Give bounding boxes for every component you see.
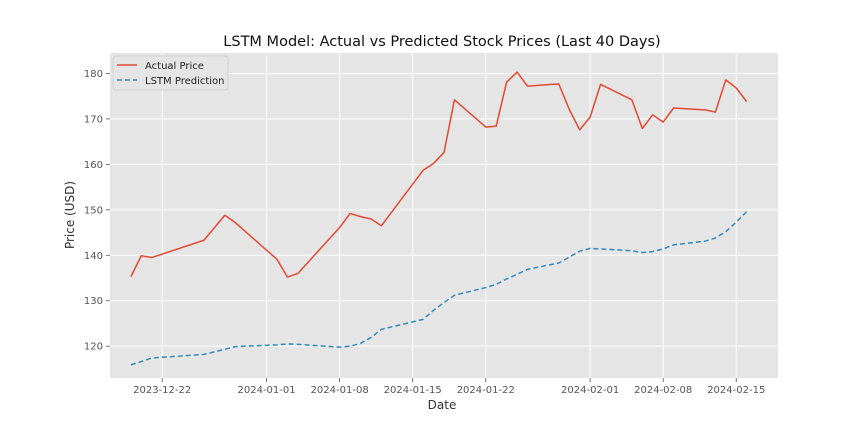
y-tick-label: 160	[84, 160, 103, 171]
x-tick-label: 2024-02-15	[707, 385, 765, 396]
y-tick-label: 170	[84, 114, 103, 125]
y-tick-label: 180	[84, 69, 103, 80]
x-tick-label: 2024-01-22	[457, 385, 515, 396]
plot-area	[110, 53, 778, 378]
legend-box	[112, 55, 229, 91]
x-tick-label: 2024-01-08	[311, 385, 369, 396]
x-tick-label: 2024-02-01	[561, 385, 619, 396]
y-axis: 120 130 140 150 160 170 180	[84, 69, 110, 353]
x-tick-label: 2023-12-22	[133, 385, 191, 396]
x-tick-label: 2024-02-08	[634, 385, 692, 396]
series-layer	[130, 71, 748, 366]
series-line-actual-price	[130, 71, 748, 278]
legend: Actual Price LSTM Prediction	[112, 55, 229, 91]
grid-lines	[110, 53, 778, 378]
y-tick-label: 150	[84, 205, 103, 216]
legend-label-prediction: LSTM Prediction	[145, 76, 225, 87]
y-tick-label: 140	[84, 251, 103, 262]
x-tick-label: 2024-01-01	[238, 385, 296, 396]
x-tick-label: 2024-01-15	[384, 385, 442, 396]
series-line-lstm-prediction	[130, 211, 748, 366]
legend-label-actual: Actual Price	[145, 61, 204, 72]
chart-title: LSTM Model: Actual vs Predicted Stock Pr…	[223, 34, 660, 50]
y-tick-label: 130	[84, 296, 103, 307]
y-axis-label: Price (USD)	[63, 181, 77, 249]
x-axis-label: Date	[428, 398, 457, 412]
x-axis: 2023-12-22 2024-01-01 2024-01-08 2024-01-15…	[133, 378, 765, 396]
y-tick-label: 120	[84, 342, 103, 353]
